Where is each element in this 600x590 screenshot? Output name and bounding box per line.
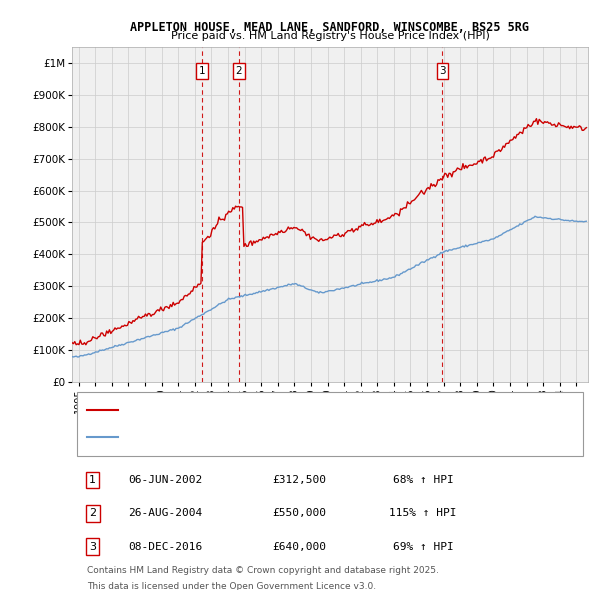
Text: 1: 1 <box>199 66 205 76</box>
Text: 2: 2 <box>235 66 242 76</box>
Text: 3: 3 <box>89 542 96 552</box>
Text: This data is licensed under the Open Government Licence v3.0.: This data is licensed under the Open Gov… <box>88 582 377 590</box>
Text: £640,000: £640,000 <box>272 542 326 552</box>
Text: 06-JUN-2002: 06-JUN-2002 <box>128 475 202 485</box>
Text: APPLETON HOUSE, MEAD LANE, SANDFORD, WINSCOMBE, BS25 5RG: APPLETON HOUSE, MEAD LANE, SANDFORD, WIN… <box>131 21 530 34</box>
Text: HPI: Average price, detached house, North Somerset: HPI: Average price, detached house, Nort… <box>126 432 384 442</box>
Text: Price paid vs. HM Land Registry's House Price Index (HPI): Price paid vs. HM Land Registry's House … <box>170 31 490 41</box>
FancyBboxPatch shape <box>77 392 583 457</box>
Text: £550,000: £550,000 <box>272 509 326 519</box>
Text: 68% ↑ HPI: 68% ↑ HPI <box>392 475 453 485</box>
Text: Contains HM Land Registry data © Crown copyright and database right 2025.: Contains HM Land Registry data © Crown c… <box>88 566 439 575</box>
Text: APPLETON HOUSE, MEAD LANE, SANDFORD, WINSCOMBE, BS25 5RG (detached house): APPLETON HOUSE, MEAD LANE, SANDFORD, WIN… <box>126 405 553 415</box>
Text: 08-DEC-2016: 08-DEC-2016 <box>128 542 202 552</box>
Text: £312,500: £312,500 <box>272 475 326 485</box>
Text: 69% ↑ HPI: 69% ↑ HPI <box>392 542 453 552</box>
Text: 2: 2 <box>89 509 96 519</box>
Text: 115% ↑ HPI: 115% ↑ HPI <box>389 509 457 519</box>
Text: 1: 1 <box>89 475 96 485</box>
Text: 26-AUG-2004: 26-AUG-2004 <box>128 509 202 519</box>
Text: 3: 3 <box>439 66 446 76</box>
